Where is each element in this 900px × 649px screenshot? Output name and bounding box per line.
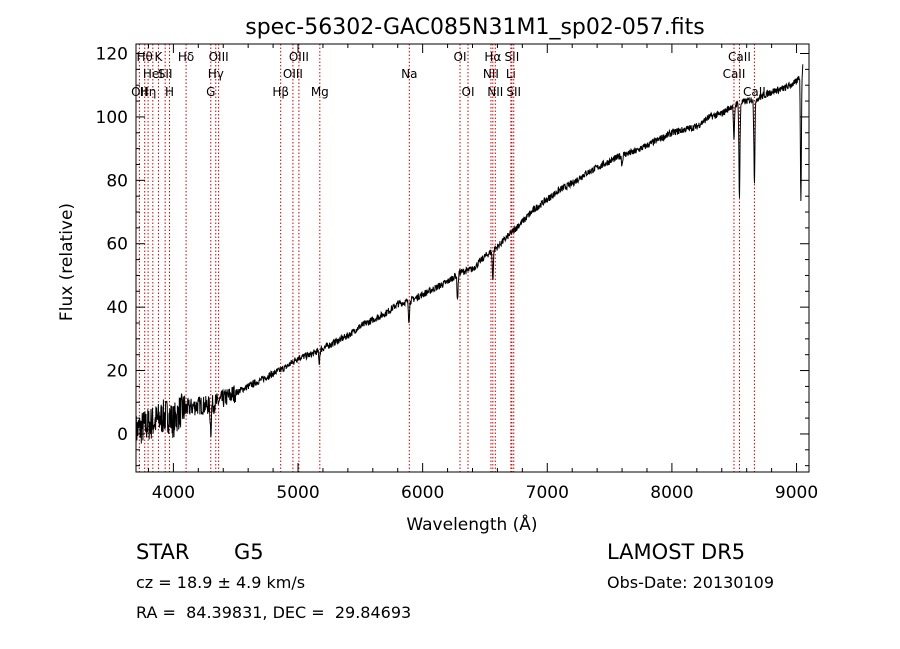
line-marker-label-13: OIII — [289, 50, 309, 64]
line-marker-label-23: SII — [506, 85, 521, 99]
y-tick-label-2: 40 — [106, 298, 128, 318]
survey-label: LAMOST DR5 — [607, 540, 746, 564]
line-marker-label-21: Li — [506, 67, 516, 81]
y-axis-label: Flux (relative) — [57, 203, 77, 321]
line-marker-label-0: OII — [131, 85, 148, 99]
line-marker-label-18: NII — [483, 67, 499, 81]
line-marker-label-22: SII — [505, 50, 520, 64]
object-class: STAR — [136, 540, 190, 564]
x-tick-label-3: 7000 — [526, 483, 569, 503]
axes: 4000 5000 6000 7000 8000 9000 0 20 40 60 80 100 120 — [96, 43, 818, 503]
line-marker-label-2: Hη — [140, 85, 157, 99]
line-marker-label-14: Mg — [311, 85, 329, 99]
redshift-text: cz = 18.9 ± 4.9 km/s — [136, 573, 306, 592]
y-tick-label-3: 60 — [106, 235, 128, 255]
y-tick-label-4: 80 — [106, 171, 128, 191]
line-marker-label-11: Hβ — [272, 85, 289, 99]
line-markers: OII Hθ Hη HeI K SII H Hδ G Hγ OIII Hβ OIII OIII Mg Na OI… — [131, 44, 766, 472]
line-marker-label-25: CaII — [728, 50, 751, 64]
x-axis-label: Wavelength (Å) — [406, 513, 537, 535]
y-tick-label-5: 100 — [96, 108, 128, 128]
y-tick-label-0: 0 — [117, 425, 128, 445]
line-marker-label-7: Hδ — [178, 50, 194, 64]
line-marker-label-3: HeI — [143, 67, 163, 81]
plot-frame — [135, 43, 810, 473]
coordinates-text: RA = 84.39831, DEC = 29.84693 — [136, 603, 412, 622]
line-marker-label-1: Hθ — [137, 50, 153, 64]
line-marker-label-19: Hα — [484, 50, 501, 64]
line-marker-label-4: K — [154, 50, 163, 64]
x-tick-label-5: 9000 — [775, 483, 818, 503]
line-marker-label-8: G — [206, 85, 215, 99]
line-marker-label-6: H — [165, 85, 174, 99]
line-marker-label-5: SII — [158, 67, 173, 81]
spectrum-line — [135, 64, 804, 449]
line-marker-label-20: NII — [487, 85, 503, 99]
x-tick-label-4: 8000 — [650, 483, 693, 503]
line-marker-label-24: CaII — [723, 67, 746, 81]
y-tick-label-1: 20 — [106, 362, 128, 382]
chart-title: spec-56302-GAC085N31M1_sp02-057.fits — [245, 15, 705, 40]
line-marker-label-16: OI — [454, 50, 467, 64]
line-marker-label-12: OIII — [283, 67, 303, 81]
x-tick-label-2: 6000 — [401, 483, 444, 503]
line-marker-label-10: OIII — [209, 50, 229, 64]
obs-date-text: Obs-Date: 20130109 — [607, 573, 775, 592]
y-tick-label-6: 120 — [96, 45, 128, 65]
line-marker-label-15: Na — [401, 67, 417, 81]
line-marker-label-9: Hγ — [208, 67, 224, 81]
line-marker-label-17: OI — [462, 85, 475, 99]
spectrum-series — [135, 64, 804, 449]
object-subclass: G5 — [234, 540, 264, 564]
x-tick-label-0: 4000 — [152, 483, 195, 503]
x-tick-label-1: 5000 — [276, 483, 319, 503]
